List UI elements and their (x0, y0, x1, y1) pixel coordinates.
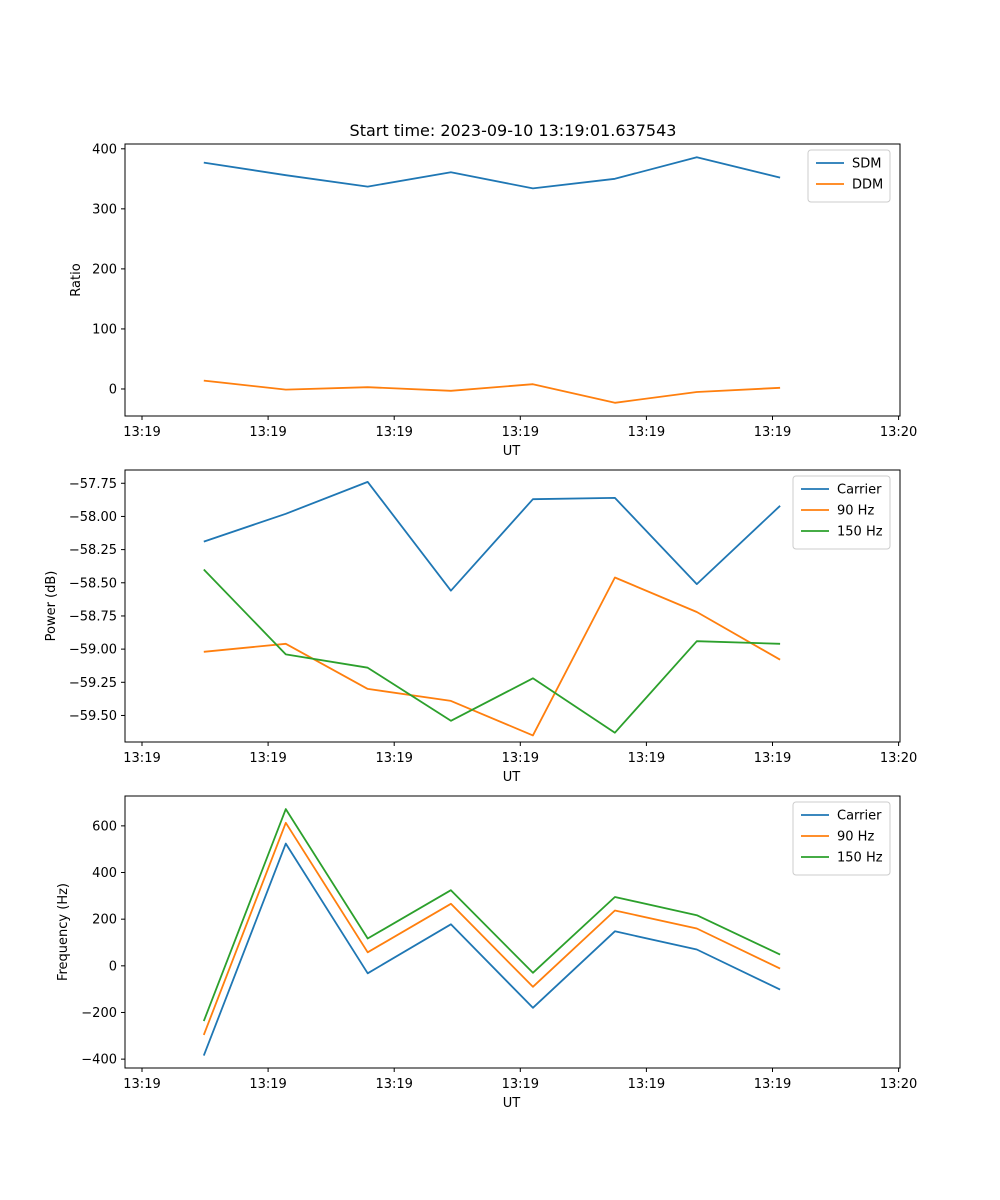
series-line-ddm (203, 379, 781, 404)
y-tick-label: −58.00 (69, 510, 117, 525)
legend-label: DDM (852, 178, 883, 193)
series-line-carrier (202, 842, 781, 1056)
x-tick-label: 13:19 (123, 751, 160, 766)
x-tick-label: 13:20 (880, 751, 917, 766)
legend-label: 90 Hz (837, 504, 874, 519)
x-axis-label: UT (503, 1096, 521, 1111)
axes-frame (124, 469, 901, 743)
y-tick-label: 300 (92, 202, 117, 217)
x-tick-label: 13:19 (628, 1077, 665, 1092)
y-tick-label: −59.00 (69, 643, 117, 658)
x-tick-label: 13:19 (754, 1077, 791, 1092)
x-tick-label: 13:19 (754, 425, 791, 440)
y-tick-label: −58.75 (69, 609, 117, 624)
legend-label: SDM (852, 157, 881, 172)
y-tick-label: 0 (109, 382, 117, 397)
legend-label: Carrier (837, 809, 882, 824)
axes-frame (124, 795, 901, 1069)
series-line-90-hz (203, 576, 781, 737)
series-line-sdm (203, 156, 781, 190)
y-axis-label: Power (dB) (44, 571, 59, 642)
figure-title: Start time: 2023-09-10 13:19:01.637543 (350, 121, 677, 140)
y-tick-label: 200 (92, 913, 117, 928)
legend: Carrier 90 Hz 150 Hz (792, 801, 891, 876)
y-axis-label: Frequency (Hz) (56, 883, 71, 981)
x-tick-label: 13:20 (880, 1077, 917, 1092)
x-tick-label: 13:20 (880, 425, 917, 440)
subplot-1: 13:19 13:19 13:19 13:19 13:19 13:19 13:20 0 100 2… (69, 142, 917, 459)
legend-label: 150 Hz (837, 525, 883, 540)
legend: SDM DDM (807, 149, 891, 203)
x-tick-label: 13:19 (123, 1077, 160, 1092)
axes-frame (124, 143, 901, 417)
y-tick-label: −58.25 (69, 543, 117, 558)
legend-label: 150 Hz (837, 851, 883, 866)
x-tick-label: 13:19 (628, 751, 665, 766)
legend: Carrier 90 Hz 150 Hz (792, 475, 891, 550)
y-tick-label: −200 (81, 1006, 117, 1021)
x-tick-label: 13:19 (249, 751, 286, 766)
x-tick-label: 13:19 (375, 751, 412, 766)
y-tick-label: 400 (92, 142, 117, 157)
x-tick-label: 13:19 (502, 751, 539, 766)
y-tick-label: −59.50 (69, 709, 117, 724)
x-tick-label: 13:19 (375, 425, 412, 440)
legend-label: Carrier (837, 483, 882, 498)
x-tick-label: 13:19 (754, 751, 791, 766)
x-tick-label: 13:19 (123, 425, 160, 440)
x-axis-label: UT (503, 770, 521, 785)
y-tick-label: 600 (92, 819, 117, 834)
y-tick-label: 100 (92, 322, 117, 337)
y-tick-label: 200 (92, 262, 117, 277)
x-tick-label: 13:19 (502, 425, 539, 440)
x-tick-label: 13:19 (249, 425, 286, 440)
x-tick-label: 13:19 (628, 425, 665, 440)
x-tick-label: 13:19 (375, 1077, 412, 1092)
y-tick-label: −400 (81, 1053, 117, 1068)
x-tick-label: 13:19 (249, 1077, 286, 1092)
subplot-3: 13:19 13:19 13:19 13:19 13:19 13:19 13:20 −400 −… (56, 795, 917, 1111)
x-tick-label: 13:19 (502, 1077, 539, 1092)
subplot-2: 13:19 13:19 13:19 13:19 13:19 13:19 13:20 −57.7… (44, 469, 917, 785)
y-tick-label: 0 (109, 959, 117, 974)
series-line-carrier (203, 480, 781, 592)
series-line-150-hz (203, 568, 781, 734)
y-tick-label: 400 (92, 866, 117, 881)
series-line-150-hz (202, 808, 781, 1022)
series-line-90-hz (202, 821, 781, 1036)
x-axis-label: UT (503, 444, 521, 459)
y-axis-label: Ratio (69, 263, 84, 296)
y-tick-label: −58.50 (69, 576, 117, 591)
y-tick-label: −57.75 (69, 477, 117, 492)
legend-label: 90 Hz (837, 830, 874, 845)
y-tick-label: −59.25 (69, 676, 117, 691)
